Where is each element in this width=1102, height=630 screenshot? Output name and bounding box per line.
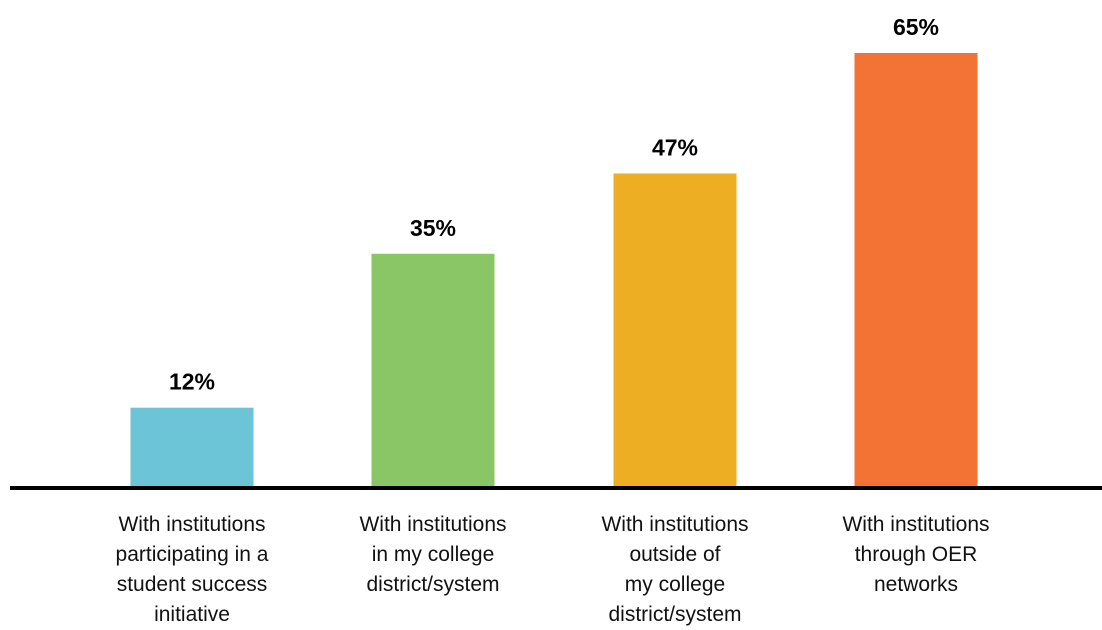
category-label-line: participating in a (116, 543, 269, 566)
bar-2 (371, 253, 495, 488)
category-label-line: outside of (629, 543, 720, 566)
value-label-4: 65% (893, 14, 939, 40)
category-label-1: With institutions participating in a stude… (116, 513, 269, 626)
category-label-line: district/system (366, 573, 499, 596)
value-labels-group: 12% 35% 47% 65% (169, 14, 939, 395)
category-label-line: With institutions (842, 513, 989, 536)
category-label-line: in my college (372, 543, 495, 566)
category-label-line: initiative (154, 603, 230, 626)
category-label-4: With institutions through OER networks (842, 513, 989, 596)
category-label-line: With institutions (359, 513, 506, 536)
category-label-line: networks (874, 573, 958, 596)
bar-4 (854, 53, 978, 488)
value-label-3: 47% (652, 134, 698, 160)
category-label-line: my college (625, 573, 725, 596)
category-label-line: With institutions (118, 513, 265, 536)
value-label-2: 35% (410, 215, 456, 241)
bar-1 (130, 407, 254, 488)
category-label-line: district/system (608, 603, 741, 626)
value-label-1: 12% (169, 369, 215, 395)
category-label-line: With institutions (601, 513, 748, 536)
category-label-2: With institutions in my college district/s… (359, 513, 506, 596)
category-label-line: student success (117, 573, 268, 596)
bar-3 (613, 173, 737, 488)
category-label-line: through OER (855, 543, 978, 566)
bars-group (130, 53, 978, 488)
category-label-3: With institutions outside of my college dis… (601, 513, 748, 626)
category-labels-group: With institutions participating in a stude… (116, 513, 990, 626)
